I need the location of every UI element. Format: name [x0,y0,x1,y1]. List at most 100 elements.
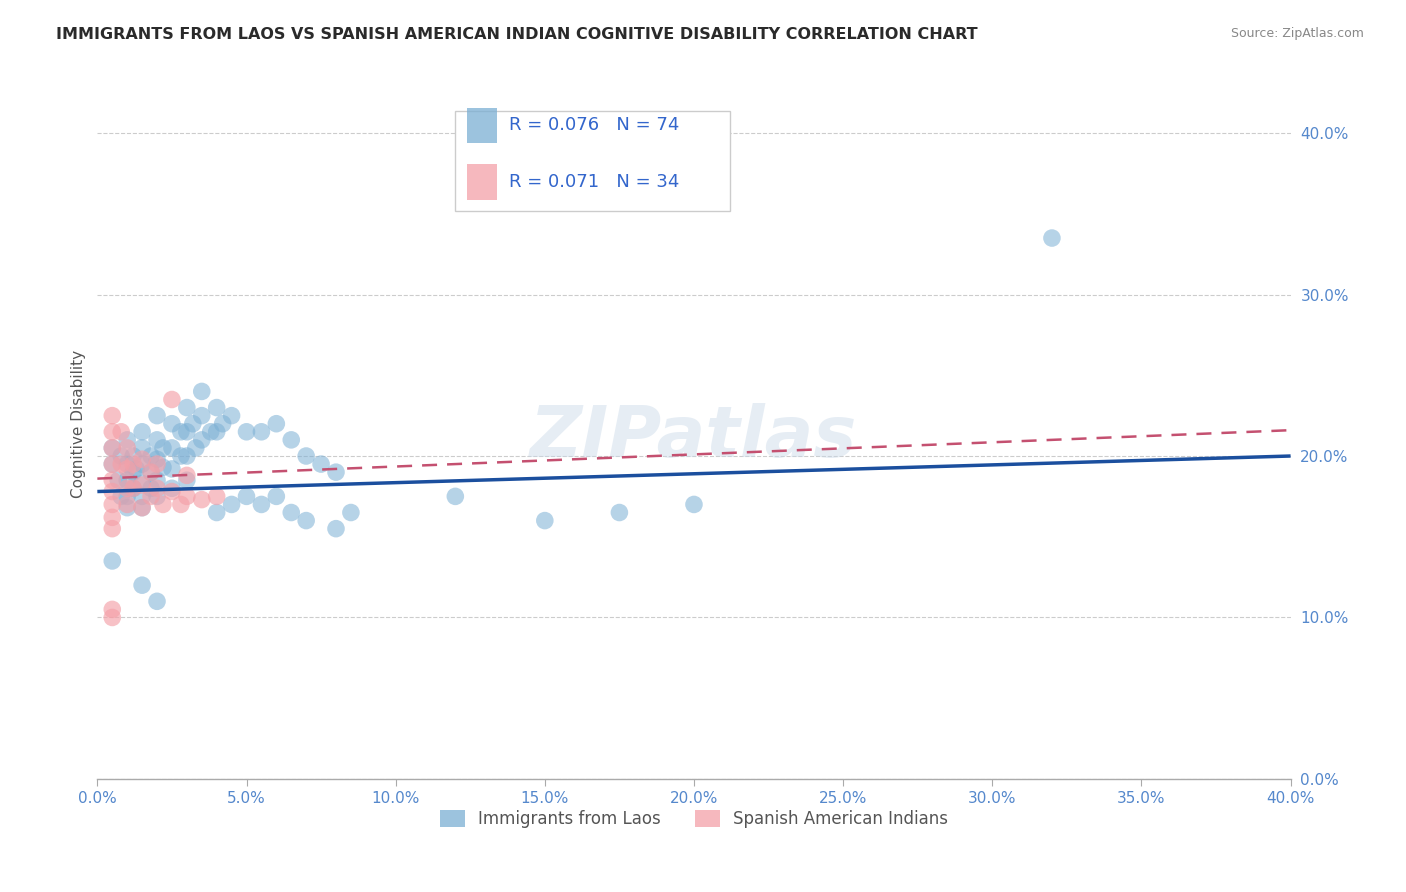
Legend: Immigrants from Laos, Spanish American Indians: Immigrants from Laos, Spanish American I… [433,803,955,835]
Point [139,481,162,495]
Point [444,489,467,503]
Point [115,433,138,447]
Point [139,465,162,479]
Point [280,433,302,447]
Point [176,489,198,503]
Point [190,409,212,423]
Point [266,417,288,431]
Point [131,452,153,467]
Point [101,554,124,568]
Point [176,468,198,483]
FancyBboxPatch shape [456,112,730,211]
Point [115,489,138,503]
Point [152,460,174,475]
Point [122,481,145,495]
Point [101,425,124,439]
Point [131,441,153,455]
Y-axis label: Cognitive Disability: Cognitive Disability [72,350,86,498]
Point [683,498,706,512]
Point [221,498,243,512]
Point [295,514,318,528]
Point [146,489,169,503]
Point [160,484,183,499]
Point [115,462,138,476]
Point [205,401,228,415]
Point [533,514,555,528]
Point [131,457,153,471]
Point [146,473,169,487]
Point [160,462,183,476]
Point [131,500,153,515]
Point [176,473,198,487]
Point [122,457,145,471]
Point [152,498,174,512]
Point [101,441,124,455]
Point [125,462,148,476]
Point [131,578,153,592]
Text: IMMIGRANTS FROM LAOS VS SPANISH AMERICAN INDIAN COGNITIVE DISABILITY CORRELATION: IMMIGRANTS FROM LAOS VS SPANISH AMERICAN… [56,27,977,42]
Point [176,449,198,463]
Point [146,594,169,608]
Point [190,384,212,399]
Point [101,457,124,471]
Point [139,449,162,463]
Point [176,425,198,439]
Point [146,457,169,471]
Point [101,409,124,423]
Point [205,506,228,520]
Point [211,417,233,431]
Point [160,417,183,431]
Point [160,441,183,455]
Point [205,489,228,503]
Point [309,457,332,471]
Point [115,457,138,471]
Point [122,481,145,495]
Point [115,498,138,512]
Point [110,457,132,471]
Point [325,465,347,479]
Point [115,481,138,495]
Point [139,465,162,479]
Point [280,506,302,520]
Point [131,478,153,492]
Point [101,498,124,512]
Point [205,425,228,439]
Point [101,510,124,524]
Point [110,449,132,463]
Point [250,425,273,439]
Point [176,401,198,415]
Point [139,489,162,503]
Point [101,484,124,499]
Point [160,481,183,495]
Text: Source: ZipAtlas.com: Source: ZipAtlas.com [1230,27,1364,40]
Point [101,610,124,624]
Point [122,449,145,463]
Point [266,489,288,503]
Point [115,473,138,487]
Point [101,473,124,487]
Point [200,425,222,439]
Point [101,441,124,455]
Point [170,449,193,463]
Point [131,476,153,491]
Point [221,409,243,423]
Point [160,392,183,407]
Point [295,449,318,463]
Point [101,457,124,471]
Point [325,522,347,536]
Point [107,473,129,487]
Point [146,481,169,495]
Point [146,433,169,447]
Point [250,498,273,512]
Point [131,489,153,503]
Point [609,506,631,520]
Point [190,433,212,447]
Point [170,498,193,512]
Text: R = 0.076   N = 74: R = 0.076 N = 74 [509,116,679,135]
Point [115,500,138,515]
Point [235,489,257,503]
Point [184,441,207,455]
Point [101,522,124,536]
Point [131,425,153,439]
Point [340,506,363,520]
